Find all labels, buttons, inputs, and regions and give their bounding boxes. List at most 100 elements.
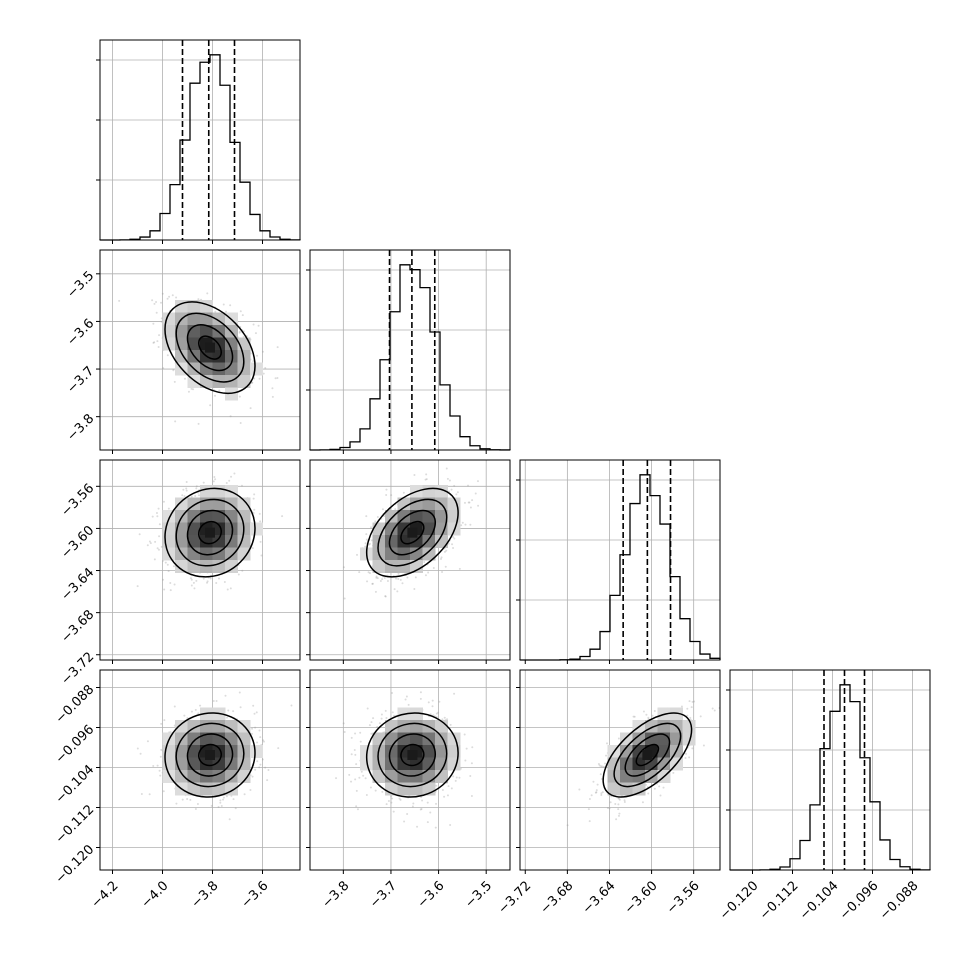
scatter-point — [435, 802, 438, 805]
density-block — [187, 745, 201, 758]
scatter-point — [242, 335, 245, 338]
density-block — [397, 732, 411, 746]
scatter-point — [445, 549, 448, 552]
scatter-point — [370, 732, 373, 735]
density-block — [397, 497, 411, 511]
density-block — [682, 720, 696, 733]
scatter-point — [350, 780, 353, 783]
scatter-point — [157, 507, 160, 510]
scatter-point — [411, 805, 414, 808]
scatter-point — [167, 570, 170, 573]
scatter-point — [136, 585, 139, 588]
scatter-point — [364, 777, 367, 780]
scatter-point — [194, 808, 197, 811]
x-tick-label: −3.5 — [462, 878, 495, 911]
density-block — [212, 732, 226, 746]
scatter-point — [258, 377, 261, 380]
scatter-point — [453, 537, 456, 540]
scatter-point — [369, 786, 372, 789]
contour-line — [377, 498, 448, 567]
scatter-point — [463, 501, 466, 504]
scatter-point — [383, 515, 386, 518]
scatter-point — [617, 803, 620, 806]
scatter-point — [162, 790, 165, 793]
scatter-point — [598, 764, 601, 767]
scatter-point — [343, 597, 346, 600]
density-block — [187, 337, 201, 351]
density-block — [225, 770, 238, 783]
scatter-point — [617, 814, 620, 817]
scatter-point — [444, 565, 447, 568]
scatter-point — [396, 590, 399, 593]
density-block — [607, 782, 621, 796]
density-block — [225, 560, 238, 573]
scatter-point — [212, 480, 215, 483]
scatter-point — [253, 712, 256, 715]
scatter-point — [653, 709, 656, 712]
scatter-point — [647, 716, 650, 719]
scatter-point — [267, 768, 270, 771]
scatter-point — [162, 367, 165, 370]
scatter-point — [218, 389, 221, 392]
scatter-point — [642, 710, 645, 713]
scatter-point — [195, 485, 198, 488]
density-block — [410, 732, 423, 746]
density-block — [175, 497, 188, 511]
contour-line — [377, 722, 448, 788]
scatter-point — [392, 810, 395, 813]
scatter-point — [393, 588, 396, 591]
contour-line — [400, 743, 425, 767]
scatter-point — [196, 802, 199, 805]
scatter-point — [426, 801, 429, 804]
density-block — [225, 362, 238, 376]
density-block — [620, 757, 633, 771]
scatter-point — [699, 715, 702, 718]
scatter-point — [238, 330, 241, 333]
scatter-point — [384, 595, 387, 598]
scatter-point — [138, 533, 141, 536]
density-block — [237, 510, 251, 523]
scatter-point — [383, 576, 386, 579]
x-tick-label: −0.088 — [877, 878, 922, 923]
scatter-point — [645, 713, 648, 716]
density-block — [372, 770, 386, 783]
scatter-point — [219, 799, 222, 802]
panel-content — [342, 467, 480, 600]
scatter-point — [160, 545, 163, 548]
scatter-point — [378, 722, 381, 725]
panel-frame — [309, 459, 511, 661]
density-block — [682, 732, 696, 746]
x-tick-label: −3.60 — [622, 878, 661, 917]
scatter-point — [449, 723, 452, 726]
scatter-point — [380, 713, 383, 716]
scatter-point — [256, 760, 259, 763]
scatter-point — [167, 507, 170, 510]
scatter-point — [421, 799, 424, 802]
scatter-point — [139, 752, 142, 755]
scatter-point — [335, 777, 338, 780]
scatter-point — [156, 764, 159, 767]
contour-line — [613, 722, 682, 788]
scatter-point — [194, 494, 197, 497]
contour-line — [197, 520, 222, 545]
density-block — [187, 782, 201, 796]
x-tick-label: −3.6 — [415, 878, 448, 911]
density-block — [422, 497, 436, 511]
scatter-point — [446, 718, 449, 721]
scatter-point — [381, 790, 384, 793]
scatter-point — [467, 501, 470, 504]
density-block — [435, 522, 448, 536]
density-block — [422, 535, 436, 548]
scatter-point — [402, 491, 405, 494]
scatter-point — [372, 717, 375, 720]
scatter-point — [355, 805, 358, 808]
panel-frame — [99, 459, 301, 661]
density-block — [212, 757, 226, 771]
scatter-point — [414, 576, 417, 579]
scatter-point — [151, 515, 154, 518]
scatter-point — [474, 492, 477, 495]
x-tick-label: −0.120 — [717, 878, 762, 923]
scatter-point — [374, 789, 377, 792]
scatter-point — [348, 773, 351, 776]
density-block — [175, 560, 188, 573]
